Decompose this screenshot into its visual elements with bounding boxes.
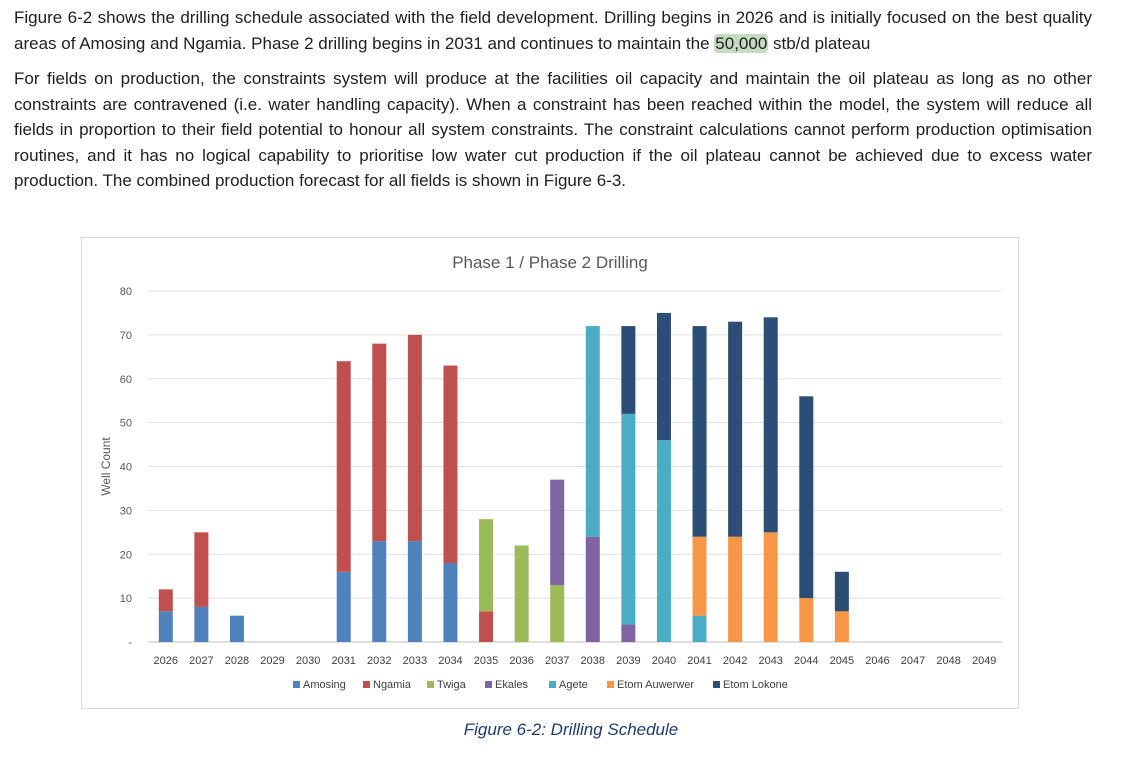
intro-text-start: Figure 6-2 shows the drilling schedule a… — [14, 8, 1092, 53]
x-tick-label: 2030 — [296, 655, 320, 667]
y-tick-label: 60 — [120, 374, 132, 386]
bar-agete-2040 — [656, 440, 671, 642]
bar-amosing-2028 — [229, 615, 244, 642]
legend-label-etom-auwerwer: Etom Auwerwer — [617, 679, 694, 691]
bar-ngamia-2032 — [372, 343, 387, 542]
legend-label-agete: Agete — [559, 679, 588, 691]
bar-amosing-2031 — [336, 571, 351, 642]
y-tick-label: 80 — [120, 286, 132, 298]
bar-amosing-2027 — [194, 606, 209, 642]
y-tick-label: 20 — [120, 549, 132, 561]
x-tick-label: 2028 — [225, 655, 249, 667]
legend-label-amosing: Amosing — [303, 679, 346, 691]
bar-agete-2038 — [585, 326, 600, 537]
x-tick-label: 2026 — [154, 655, 178, 667]
bar-ngamia-2033 — [407, 334, 422, 542]
x-tick-label: 2031 — [331, 655, 355, 667]
bar-amosing-2032 — [372, 541, 387, 642]
x-tick-label: 2044 — [794, 655, 818, 667]
x-tick-label: 2048 — [936, 655, 960, 667]
y-tick-label: 10 — [120, 593, 132, 605]
legend-label-twiga: Twiga — [437, 679, 467, 691]
y-tick-label: 50 — [120, 418, 132, 430]
legend-swatch-etom-lokone — [713, 681, 720, 688]
bar-etom-lokone-2042 — [728, 321, 743, 537]
x-tick-label: 2036 — [509, 655, 533, 667]
bar-ekales-2038 — [585, 536, 600, 642]
bar-twiga-2036 — [514, 545, 529, 642]
legend-swatch-agete — [549, 681, 556, 688]
x-tick-label: 2043 — [758, 655, 782, 667]
x-tick-label: 2042 — [723, 655, 747, 667]
legend-swatch-etom-auwerwer — [607, 681, 614, 688]
constraints-paragraph: For fields on production, the constraint… — [14, 69, 1092, 190]
bar-ngamia-2027 — [194, 532, 209, 607]
bar-etom-auwerwer-2043 — [763, 532, 778, 642]
legend-label-ngamia: Ngamia — [373, 679, 412, 691]
highlighted-plateau-value: 50,000 — [714, 33, 769, 53]
bar-amosing-2026 — [158, 611, 173, 642]
legend-swatch-ekales — [485, 681, 492, 688]
bar-etom-lokone-2041 — [692, 326, 707, 537]
bar-ngamia-2026 — [158, 589, 173, 612]
x-tick-label: 2032 — [367, 655, 391, 667]
bar-etom-auwerwer-2044 — [799, 598, 814, 642]
x-tick-label: 2049 — [972, 655, 996, 667]
legend-swatch-ngamia — [363, 681, 370, 688]
bar-amosing-2034 — [443, 563, 458, 642]
bar-etom-lokone-2040 — [656, 312, 671, 441]
legend-swatch-twiga — [427, 681, 434, 688]
x-tick-label: 2038 — [581, 655, 605, 667]
y-tick-label: - — [128, 637, 132, 649]
x-tick-label: 2037 — [545, 655, 569, 667]
bar-ekales-2037 — [550, 479, 565, 585]
bar-etom-lokone-2045 — [834, 571, 849, 612]
bar-etom-auwerwer-2041 — [692, 536, 707, 616]
y-tick-label: 70 — [120, 330, 132, 342]
legend-swatch-amosing — [293, 681, 300, 688]
bar-ngamia-2035 — [479, 611, 494, 642]
chart-title: Phase 1 / Phase 2 Drilling — [452, 253, 648, 272]
drilling-chart-frame: Phase 1 / Phase 2 Drilling -10 20 30 40 50 60 7… — [81, 237, 1019, 709]
bar-etom-lokone-2044 — [799, 396, 814, 599]
intro-paragraph: Figure 6-2 shows the drilling schedule a… — [14, 5, 1092, 56]
bar-amosing-2033 — [407, 541, 422, 642]
bar-etom-auwerwer-2042 — [728, 536, 743, 642]
bar-etom-lokone-2043 — [763, 317, 778, 533]
bar-twiga-2037 — [550, 584, 565, 642]
x-tick-label: 2046 — [865, 655, 889, 667]
x-tick-label: 2033 — [403, 655, 427, 667]
y-tick-label: 30 — [120, 505, 132, 517]
x-tick-label: 2027 — [189, 655, 213, 667]
bar-ekales-2039 — [621, 624, 636, 642]
x-tick-label: 2045 — [830, 655, 854, 667]
bar-etom-lokone-2039 — [621, 326, 636, 414]
bar-agete-2041 — [692, 615, 707, 642]
x-tick-label: 2039 — [616, 655, 640, 667]
x-tick-label: 2035 — [474, 655, 498, 667]
x-tick-label: 2034 — [438, 655, 462, 667]
bar-ngamia-2034 — [443, 365, 458, 564]
x-tick-label: 2041 — [687, 655, 711, 667]
y-tick-label: 40 — [120, 462, 132, 474]
bar-twiga-2035 — [479, 519, 494, 612]
intro-text-end: stb/d plateau — [768, 33, 871, 53]
drilling-chart: Phase 1 / Phase 2 Drilling-1020304050607… — [99, 253, 1002, 691]
x-tick-label: 2029 — [260, 655, 284, 667]
y-axis-label: Well Count — [99, 437, 113, 496]
bar-etom-auwerwer-2045 — [834, 611, 849, 642]
legend-label-ekales: Ekales — [495, 679, 529, 691]
x-tick-label: 2040 — [652, 655, 676, 667]
bar-ngamia-2031 — [336, 361, 351, 572]
figure-caption: Figure 6-2: Drilling Schedule — [463, 720, 679, 739]
x-tick-label: 2047 — [901, 655, 925, 667]
legend-label-etom-lokone: Etom Lokone — [723, 679, 788, 691]
bar-agete-2039 — [621, 413, 636, 625]
